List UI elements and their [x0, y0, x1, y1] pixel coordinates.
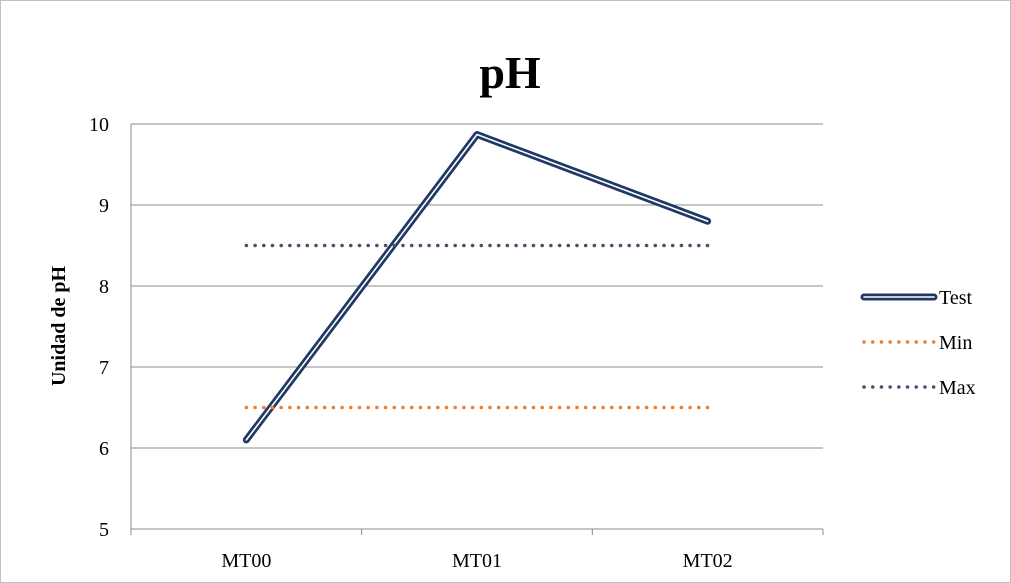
legend-label: Max	[939, 377, 976, 399]
x-tick-label: MT01	[452, 550, 502, 572]
legend-item-min: Min	[862, 332, 972, 354]
y-tick-label: 5	[99, 519, 109, 541]
series-test	[242, 131, 712, 444]
x-tick-label: MT00	[221, 550, 271, 572]
series-line-outer	[242, 131, 712, 444]
y-tick-label: 6	[99, 438, 109, 460]
y-tick-label: 7	[99, 357, 109, 379]
legend-label: Test	[939, 287, 972, 309]
y-tick-labels: 5 6 7 8 9 10	[89, 114, 109, 541]
chart-title: pH	[479, 47, 541, 98]
series-layer	[242, 131, 712, 444]
y-tick-label: 10	[89, 114, 109, 136]
legend: Test Min Max	[860, 287, 976, 399]
y-axis-label: Unidad de pH	[48, 266, 70, 386]
y-tick-label: 9	[99, 195, 109, 217]
legend-item-test: Test	[860, 287, 972, 309]
legend-label: Min	[939, 332, 972, 354]
series-line-inner	[245, 133, 709, 441]
x-tick-label: MT02	[683, 550, 733, 572]
grid-layer	[130, 123, 824, 535]
x-tick-labels: MT00 MT01 MT02	[221, 550, 732, 572]
legend-item-max: Max	[862, 377, 976, 399]
y-tick-label: 8	[99, 276, 109, 298]
